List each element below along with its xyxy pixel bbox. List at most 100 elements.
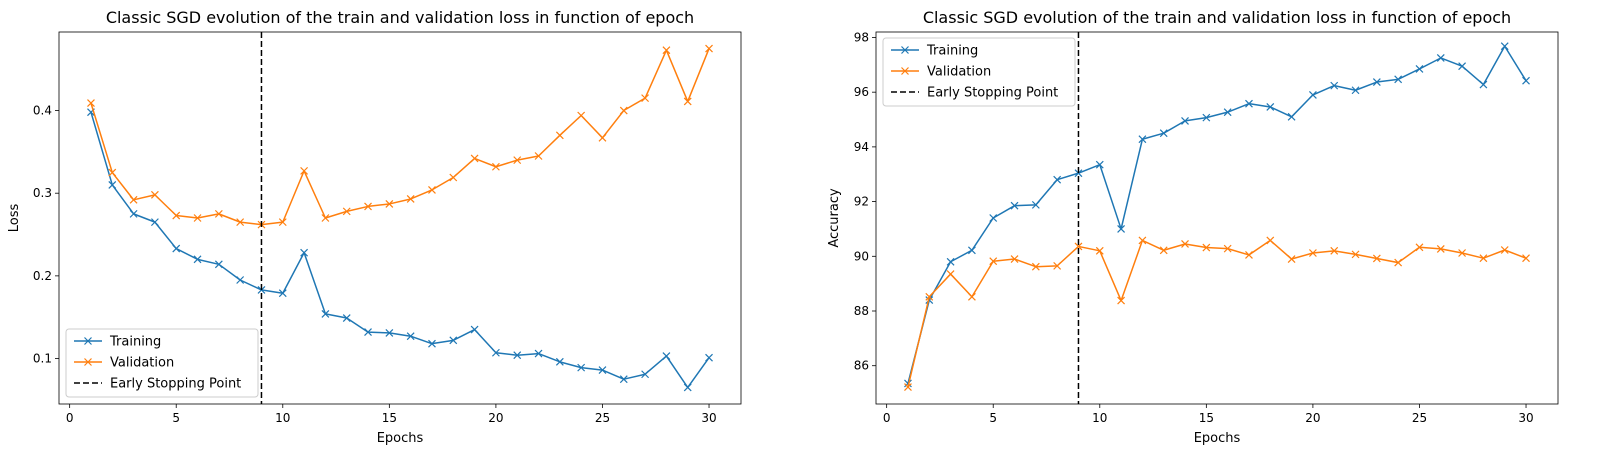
data-point-validation — [1500, 246, 1509, 254]
data-point-training — [300, 248, 309, 257]
data-point-validation — [662, 46, 671, 55]
data-point-training — [513, 351, 522, 360]
data-point-training — [683, 383, 692, 392]
y-tick-label: 0.1 — [33, 352, 52, 366]
data-point-validation — [1095, 246, 1104, 255]
y-tick-label: 98 — [854, 30, 869, 44]
data-point-training — [1500, 42, 1509, 51]
x-tick-label: 10 — [1092, 411, 1107, 425]
legend-label: Early Stopping Point — [927, 86, 1058, 101]
data-point-validation — [470, 154, 479, 163]
legend-box — [65, 328, 259, 398]
data-point-training — [1308, 90, 1317, 99]
legend-marker — [901, 67, 909, 75]
data-point-training — [967, 246, 976, 255]
data-point-validation — [406, 195, 415, 203]
data-point-validation — [1223, 244, 1232, 253]
legend: Training Validation Early Stopping Point — [882, 37, 1076, 107]
data-point-validation — [108, 168, 117, 177]
data-point-validation — [1351, 250, 1360, 259]
y-tick-label: 0.2 — [33, 269, 52, 283]
y-tick-label: 88 — [854, 304, 869, 318]
data-point-training — [406, 332, 415, 341]
data-point-training — [598, 366, 607, 375]
data-point-validation — [1287, 255, 1296, 263]
x-tick-label: 30 — [701, 411, 716, 425]
data-point-training — [214, 260, 223, 269]
data-point-training — [470, 325, 479, 334]
data-point-validation — [193, 214, 202, 222]
y-tick-label: 94 — [854, 140, 869, 154]
data-point-training — [1159, 129, 1168, 138]
data-point-validation — [1479, 254, 1488, 263]
data-point-training — [364, 328, 372, 337]
data-point-training — [1479, 80, 1488, 89]
data-point-training — [150, 218, 159, 227]
data-point-training — [342, 314, 351, 322]
data-point-validation — [1330, 246, 1339, 255]
data-point-training — [428, 339, 436, 348]
data-point-validation — [1202, 243, 1211, 252]
data-point-training — [1266, 103, 1275, 111]
data-point-training — [925, 296, 934, 304]
data-point-validation — [214, 209, 223, 218]
data-point-validation — [513, 156, 522, 165]
data-point-validation — [534, 152, 543, 160]
y-axis-label: Accuracy — [827, 188, 842, 248]
x-tick-label: 30 — [1518, 411, 1533, 425]
y-tick-label: 0.3 — [33, 186, 52, 200]
data-point-validation — [236, 218, 245, 227]
data-point-validation — [925, 292, 934, 301]
data-point-validation — [577, 111, 586, 120]
data-point-validation — [449, 173, 458, 182]
data-point-training — [577, 363, 586, 372]
data-point-validation — [300, 166, 309, 175]
data-point-training — [449, 336, 458, 345]
data-point-training — [491, 348, 500, 357]
x-axis-label: Epochs — [377, 431, 424, 446]
data-point-validation — [1245, 251, 1253, 259]
data-point-validation — [1074, 242, 1083, 251]
data-point-training — [1031, 200, 1040, 209]
data-point-validation — [1415, 243, 1424, 252]
data-point-training — [1330, 81, 1339, 90]
x-tick-label: 0 — [883, 411, 891, 425]
legend-label: Training — [926, 44, 978, 59]
x-tick-label: 5 — [989, 411, 997, 425]
data-point-training — [1351, 86, 1360, 95]
data-point-validation — [1053, 261, 1062, 270]
data-point-validation — [683, 97, 692, 106]
data-point-training — [172, 244, 181, 253]
data-point-training — [989, 214, 998, 222]
data-point-validation — [321, 214, 330, 222]
data-point-training — [321, 309, 330, 318]
data-point-validation — [555, 131, 564, 140]
data-point-validation — [1372, 254, 1381, 263]
data-point-validation — [1159, 246, 1168, 255]
data-point-training — [1010, 201, 1019, 210]
data-point-training — [1095, 160, 1104, 169]
legend-box — [882, 37, 1076, 107]
legend: Training Validation Early Stopping Point — [65, 328, 259, 398]
data-point-training — [641, 370, 650, 379]
x-tick-label: 25 — [1412, 411, 1427, 425]
data-point-training — [1394, 75, 1403, 84]
data-point-training — [236, 276, 245, 284]
data-point-training — [1202, 113, 1211, 122]
data-point-validation — [1138, 236, 1147, 245]
data-point-validation — [641, 94, 650, 103]
data-point-training — [705, 353, 713, 362]
series-validation-line — [907, 239, 1527, 388]
x-tick-label: 20 — [488, 411, 503, 425]
data-point-training — [1522, 76, 1530, 85]
x-tick-label: 15 — [1199, 411, 1214, 425]
legend-label: Validation — [110, 356, 174, 371]
chart-title: Classic SGD evolution of the train and v… — [106, 8, 694, 27]
legend-marker — [84, 337, 92, 345]
y-tick-label: 96 — [854, 85, 869, 99]
data-point-training — [1074, 169, 1083, 178]
data-point-validation — [129, 195, 138, 204]
legend-label: Validation — [927, 65, 991, 80]
data-point-validation — [967, 292, 976, 301]
data-point-validation — [1031, 262, 1040, 271]
